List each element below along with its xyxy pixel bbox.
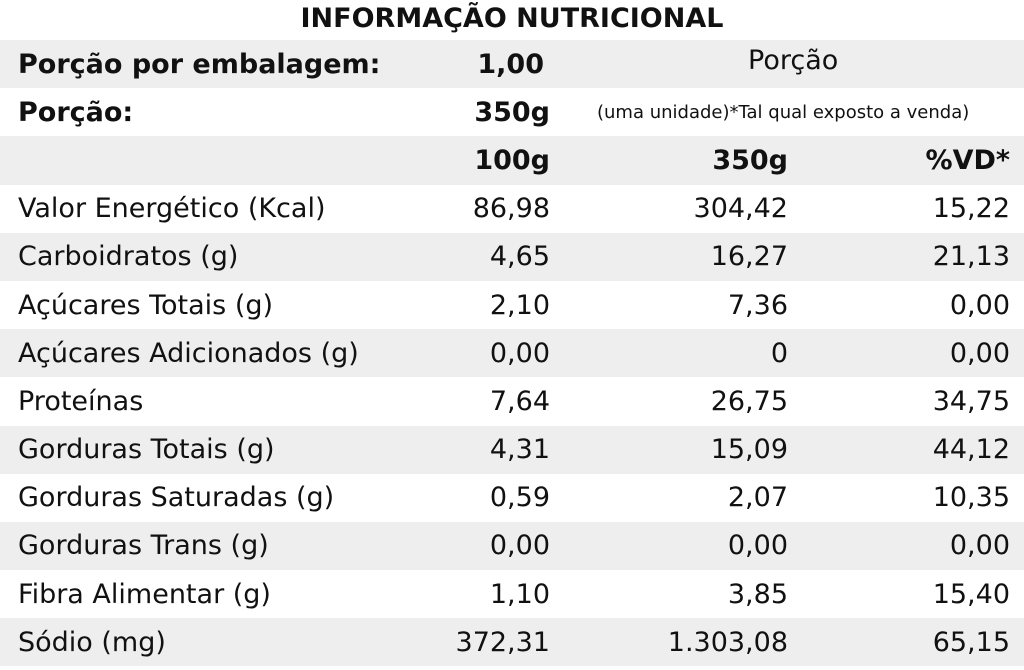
value-100g: 2,10	[489, 289, 550, 321]
value-vd: 0,00	[949, 530, 1010, 562]
value-350g: 16,27	[710, 241, 788, 273]
value-vd: 44,12	[932, 434, 1010, 466]
table-row: Gorduras Trans (g) 0,00 0,00 0,00	[0, 521, 1024, 571]
value-350g: 7,36	[727, 289, 788, 321]
table-row: Sódio (mg) 372,31 1.303,08 65,15	[0, 618, 1024, 667]
nutrient-name: Açúcares Totais (g)	[18, 289, 274, 321]
nutrient-name: Gorduras Totais (g)	[18, 434, 275, 466]
nutrient-name: Gorduras Trans (g)	[18, 530, 269, 562]
value-100g: 7,64	[489, 385, 550, 417]
value-350g: 26,75	[710, 385, 788, 417]
table-row: Valor Energético (Kcal) 86,98 304,42 15,…	[0, 185, 1024, 233]
value-100g: 0,00	[489, 337, 550, 369]
nutrient-name: Valor Energético (Kcal)	[18, 193, 326, 225]
nutrient-name: Açúcares Adicionados (g)	[18, 337, 359, 369]
value-350g: 0,00	[727, 530, 788, 562]
nutrient-name: Sódio (mg)	[18, 626, 166, 658]
nutrient-name: Carboidratos (g)	[18, 241, 239, 273]
value-350g: 304,42	[693, 193, 788, 225]
value-350g: 3,85	[727, 578, 788, 610]
column-header-vd: %VD*	[925, 144, 1010, 176]
value-100g: 0,59	[489, 482, 550, 514]
portion-label: Porção:	[18, 96, 134, 128]
table-row: Açúcares Totais (g) 2,10 7,36 0,00	[0, 281, 1024, 329]
value-350g: 2,07	[727, 482, 788, 514]
value-vd: 15,22	[932, 193, 1010, 225]
value-350g: 15,09	[710, 434, 788, 466]
servings-row: Porção por embalagem: 1,00 Porção	[0, 40, 1024, 89]
value-vd: 15,40	[932, 578, 1010, 610]
value-100g: 4,31	[489, 434, 550, 466]
nutrient-name: Proteínas	[18, 385, 144, 417]
value-350g: 0	[770, 337, 788, 369]
value-vd: 10,35	[932, 482, 1010, 514]
table-row: Proteínas 7,64 26,75 34,75	[0, 377, 1024, 425]
servings-value: 1,00	[477, 48, 544, 80]
value-100g: 0,00	[489, 530, 550, 562]
value-100g: 1,10	[489, 578, 550, 610]
nutrient-name: Gorduras Saturadas (g)	[18, 482, 335, 514]
portion-row: Porção: 350g (uma unidade)*Tal qual expo…	[0, 88, 1024, 136]
value-100g: 4,65	[489, 241, 550, 273]
value-vd: 0,00	[949, 337, 1010, 369]
portion-note: (uma unidade)*Tal qual exposto a venda)	[597, 101, 970, 123]
porcao-heading: Porção	[748, 44, 839, 76]
value-100g: 372,31	[455, 626, 550, 658]
table-row: Açúcares Adicionados (g) 0,00 0 0,00	[0, 329, 1024, 378]
nutrient-name: Fibra Alimentar (g)	[18, 578, 271, 610]
value-vd: 21,13	[932, 241, 1010, 273]
value-vd: 65,15	[932, 626, 1010, 658]
table-row: Fibra Alimentar (g) 1,10 3,85 15,40	[0, 570, 1024, 618]
value-100g: 86,98	[472, 193, 550, 225]
nutrition-table: Porção por embalagem: 1,00 Porção Porção…	[0, 40, 1024, 667]
value-vd: 0,00	[949, 289, 1010, 321]
value-350g: 1.303,08	[667, 626, 788, 658]
table-title: INFORMAÇÃO NUTRICIONAL	[300, 3, 724, 34]
column-header-100g: 100g	[474, 144, 550, 176]
servings-label: Porção por embalagem:	[18, 48, 381, 80]
table-row: Gorduras Saturadas (g) 0,59 2,07 10,35	[0, 474, 1024, 522]
column-header-row: 100g 350g %VD*	[0, 136, 1024, 185]
table-row: Gorduras Totais (g) 4,31 15,09 44,12	[0, 425, 1024, 474]
column-header-350g: 350g	[712, 144, 788, 176]
portion-value: 350g	[474, 96, 550, 128]
value-vd: 34,75	[932, 385, 1010, 417]
table-row: Carboidratos (g) 4,65 16,27 21,13	[0, 232, 1024, 281]
